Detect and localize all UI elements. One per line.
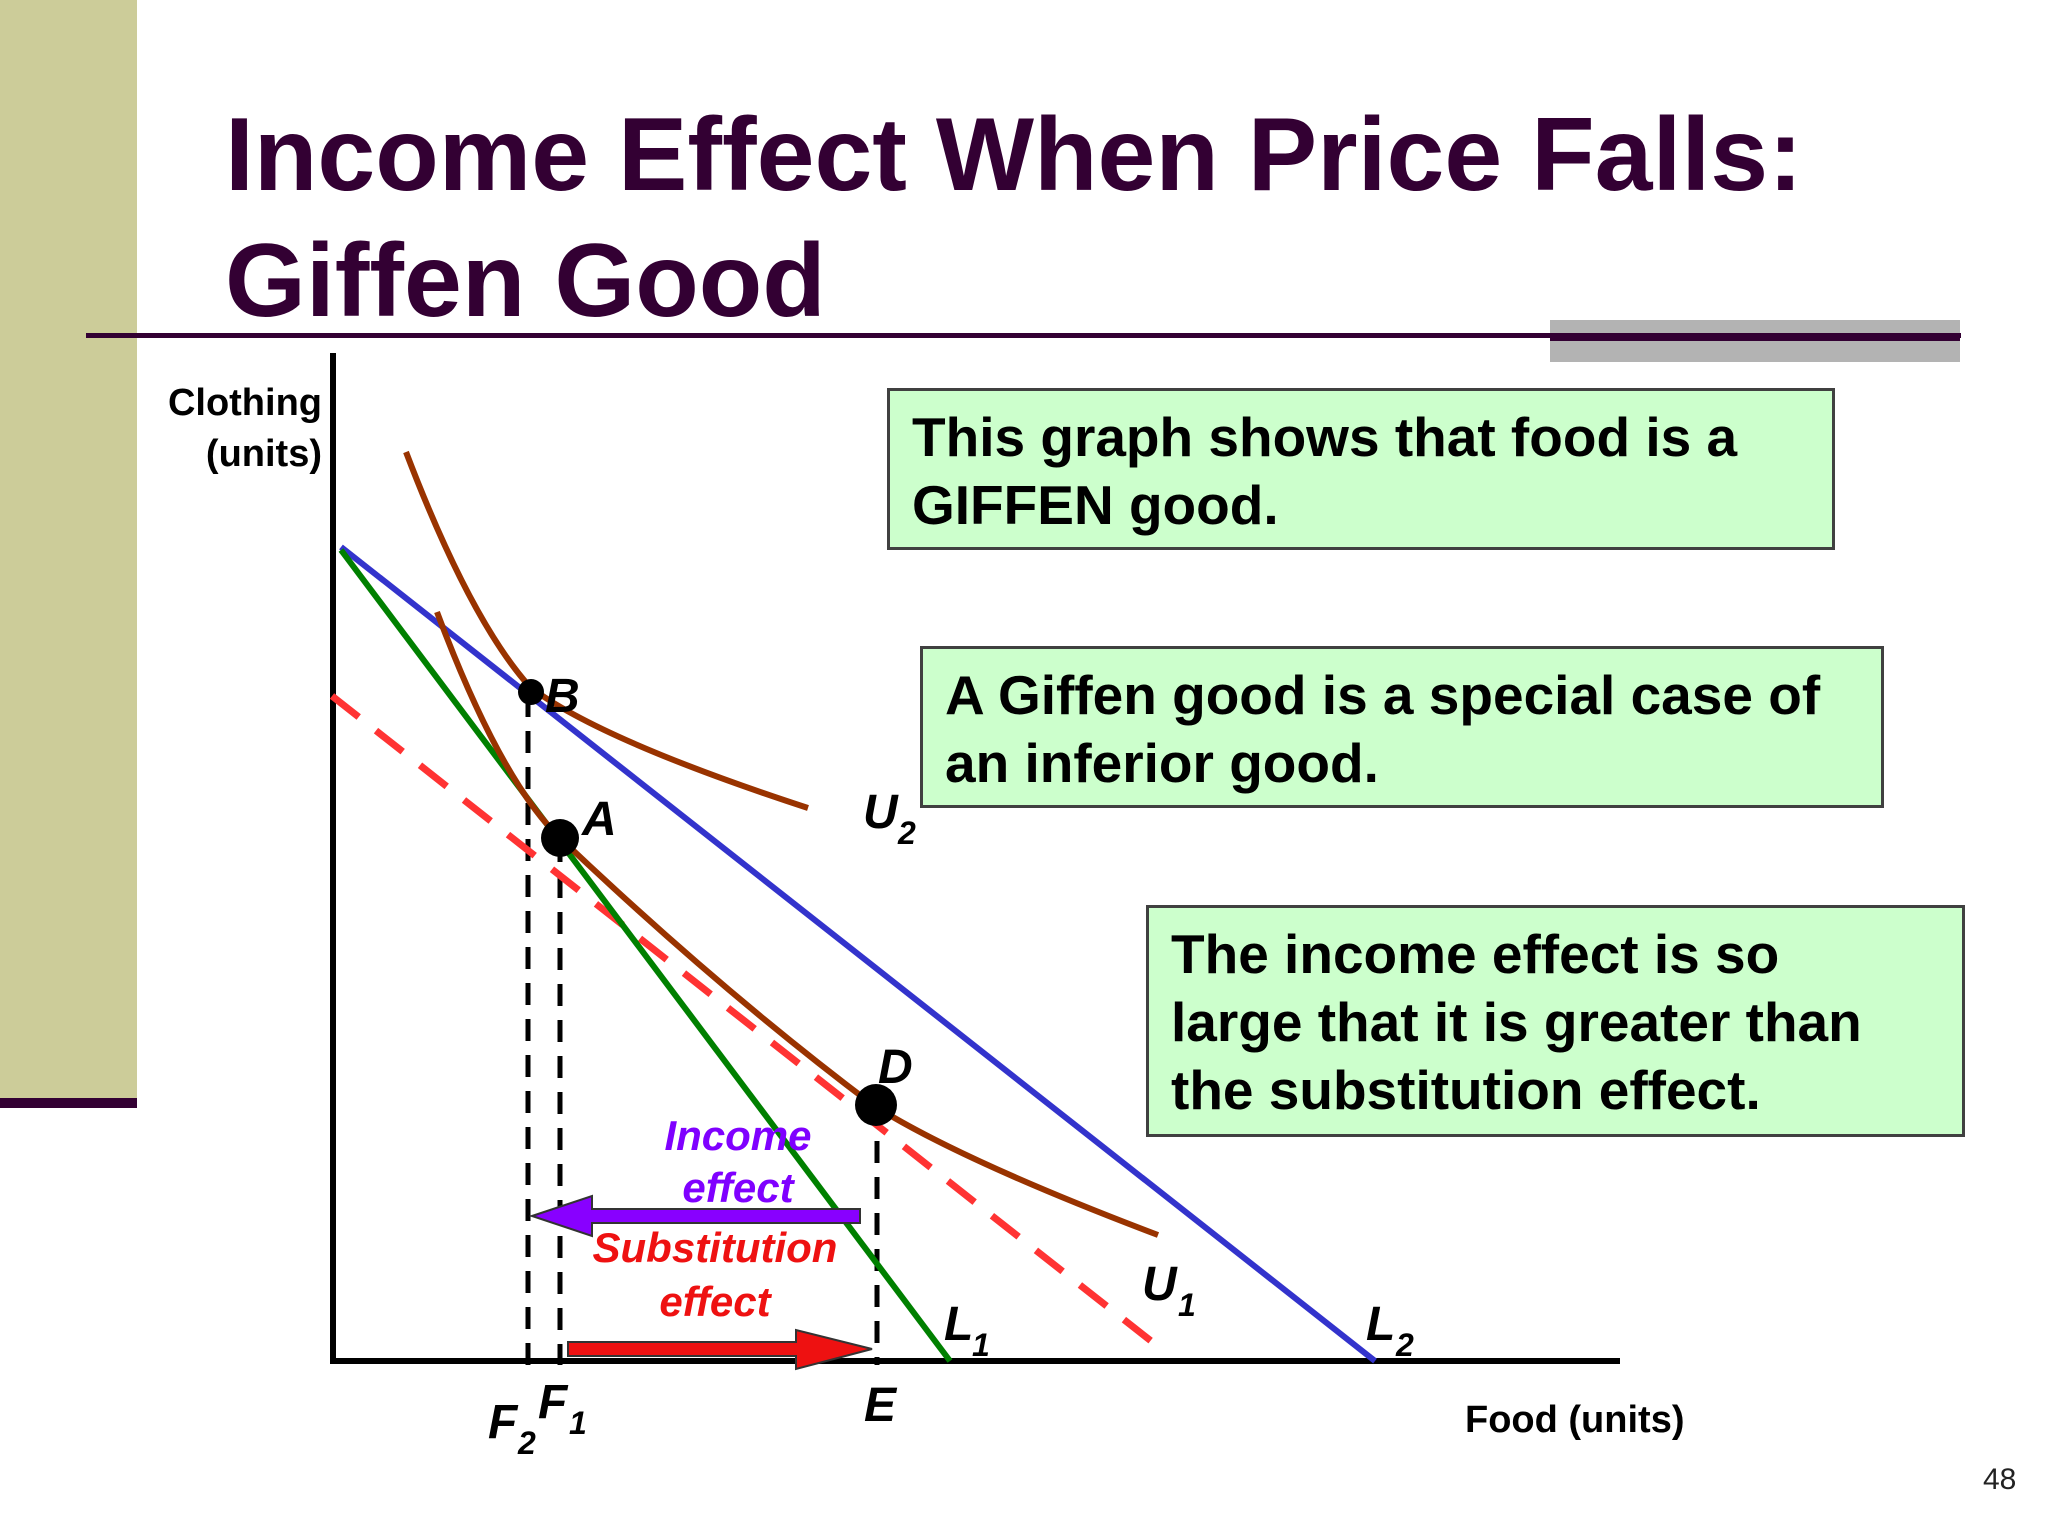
l2-label-main: L: [1366, 1298, 1395, 1351]
dashed-budget-line: [329, 693, 1168, 1355]
u2-label-main: U: [863, 786, 899, 839]
budget-line-l2: [339, 544, 1377, 1364]
substitution-effect-label-line-2: effect: [659, 1278, 772, 1325]
income-effect-arrow: [528, 1194, 861, 1238]
u1-label: U 1: [1142, 1258, 1196, 1323]
income-effect-note-box: The income effect is so large that it is…: [1146, 905, 1965, 1137]
l2-label-sub: 2: [1395, 1327, 1414, 1363]
u1-label-main: U: [1142, 1258, 1178, 1311]
substitution-effect-label-line-1: Substitution: [593, 1224, 838, 1271]
f2-label-main: F: [488, 1396, 519, 1449]
point-b-marker: [518, 679, 544, 705]
slide-title-line-1: Income Effect When Price Falls:: [225, 97, 1803, 213]
point-d-label: D: [878, 1041, 913, 1094]
slide-title-line-2: Giffen Good: [225, 223, 826, 339]
f1-label-sub: 1: [569, 1405, 587, 1441]
sidebar-band: [0, 0, 137, 1098]
income-effect-note-line-2: large that it is greater than: [1171, 991, 1862, 1053]
income-effect-label-line-2: effect: [682, 1164, 795, 1211]
point-a-label: A: [581, 793, 617, 846]
sidebar-rule: [0, 1098, 137, 1108]
substitution-effect-arrow: [567, 1328, 873, 1371]
y-axis-label-line-1: Clothing: [168, 382, 322, 424]
f2-label: F 2: [488, 1396, 536, 1461]
income-effect-note-line-1: The income effect is so: [1171, 923, 1780, 985]
title-rule: [86, 333, 1961, 338]
u2-label: U 2: [863, 786, 916, 851]
l1-label-main: L: [944, 1298, 973, 1351]
income-effect-label-line-1: Income: [664, 1112, 811, 1159]
page-number: 48: [1983, 1463, 2017, 1496]
budget-line-l1: [338, 548, 953, 1363]
income-effect-note-line-3: the substitution effect.: [1171, 1059, 1761, 1121]
giffen-definition-box: A Giffen good is a special case of an in…: [920, 646, 1884, 808]
point-a-marker: [541, 819, 579, 857]
indifference-curve-u1: [434, 610, 1160, 1238]
u1-label-sub: 1: [1178, 1287, 1196, 1323]
giffen-graph-note-line-1: This graph shows that food is a: [912, 406, 1738, 468]
f2-label-sub: 2: [517, 1425, 536, 1461]
point-e-label: E: [864, 1379, 898, 1432]
giffen-graph-note-box: This graph shows that food is a GIFFEN g…: [887, 388, 1835, 550]
l1-label-sub: 1: [972, 1327, 990, 1363]
u2-label-sub: 2: [897, 815, 916, 851]
x-axis-label: Food (units): [1465, 1399, 1684, 1441]
l2-label: L 2: [1366, 1298, 1414, 1363]
l1-label: L 1: [944, 1298, 990, 1363]
y-axis-label-line-2: (units): [206, 433, 322, 475]
giffen-graph-note-line-2: GIFFEN good.: [912, 474, 1279, 536]
f1-label-main: F: [538, 1376, 569, 1429]
giffen-definition-line-2: an inferior good.: [945, 732, 1379, 794]
title-rule-accent: [1550, 320, 1960, 362]
giffen-definition-line-1: A Giffen good is a special case of: [945, 664, 1821, 726]
f1-label: F 1: [538, 1376, 587, 1441]
title-rule-accent-line: [1550, 336, 1960, 341]
point-b-label: B: [545, 670, 580, 723]
point-d-marker: [855, 1084, 897, 1126]
